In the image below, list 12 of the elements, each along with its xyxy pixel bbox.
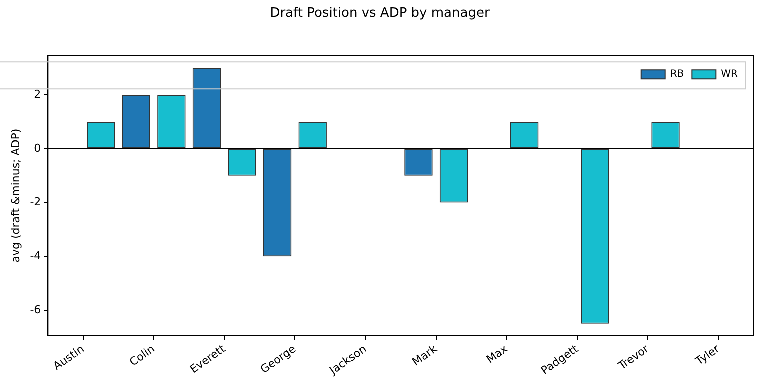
legend-label: RB (670, 69, 684, 80)
y-tick-label: 2 (34, 88, 42, 102)
x-tick-label: Max (484, 342, 511, 366)
x-tick-label: Colin (127, 342, 158, 369)
y-tick-label: -4 (30, 249, 42, 262)
chart-title: Draft Position vs ADP by manager (270, 6, 490, 22)
y-tick-label: -6 (30, 303, 42, 316)
legend-label: WR (721, 69, 738, 80)
y-axis-title: avg (draft &minus; ADP) (9, 128, 22, 263)
y-tick-label: 0 (34, 142, 42, 155)
y-tick-label: -2 (30, 196, 42, 209)
x-tick-label: Tyler (692, 342, 722, 369)
